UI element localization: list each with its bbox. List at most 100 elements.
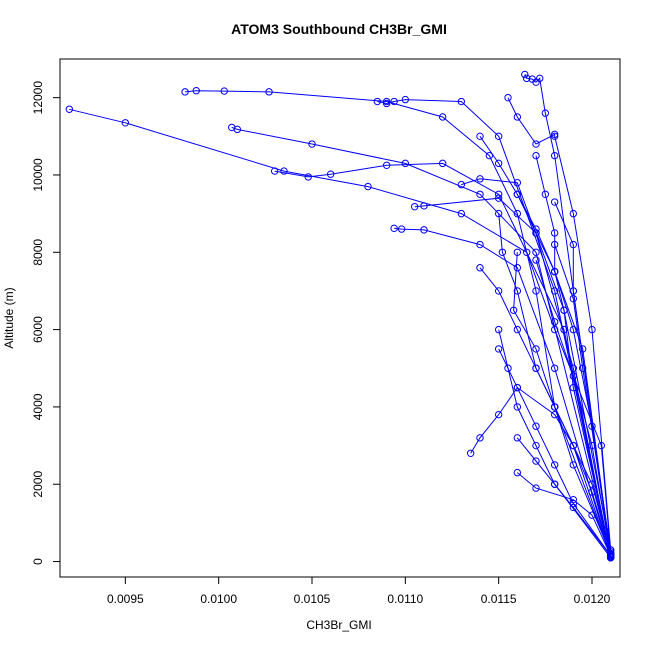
data-point (192, 86, 200, 95)
data-point (494, 287, 503, 295)
series-line (554, 201, 612, 554)
data-point (420, 202, 428, 210)
series-line (535, 259, 612, 556)
data-point (550, 410, 559, 419)
series-17 (532, 151, 615, 561)
data-point (280, 167, 288, 175)
data-point (541, 190, 550, 198)
data-point (550, 132, 559, 141)
data-point (532, 364, 540, 372)
data-point (513, 468, 522, 477)
series-line (507, 97, 612, 550)
data-point (265, 88, 273, 96)
data-point (373, 97, 382, 106)
data-point (304, 173, 312, 181)
series-12 (466, 383, 615, 560)
data-point (494, 159, 503, 168)
data-point (569, 441, 578, 450)
data-point (494, 190, 503, 198)
data-point (560, 306, 568, 314)
data-point (550, 403, 559, 411)
data-point (532, 422, 540, 430)
data-point (390, 97, 398, 106)
data-point (494, 345, 503, 353)
series-24 (550, 198, 615, 558)
data-point (476, 434, 484, 442)
data-point (569, 325, 578, 334)
data-point (513, 179, 522, 187)
data-point (532, 287, 540, 295)
data-point (606, 550, 615, 558)
series-4 (228, 123, 615, 559)
x-axis-label: CH3Br_GMI (306, 618, 371, 632)
data-point (532, 229, 540, 237)
data-point (532, 151, 540, 160)
data-point (513, 248, 522, 256)
data-point (466, 449, 475, 457)
series-line (498, 213, 612, 558)
series-line (516, 437, 612, 557)
data-point (569, 287, 578, 295)
data-point (550, 130, 559, 139)
y-tick-label: 4000 (31, 393, 45, 420)
series-13 (476, 264, 615, 558)
data-point (476, 264, 484, 272)
data-point (578, 364, 587, 372)
data-point (504, 364, 512, 372)
series-line (69, 108, 612, 554)
x-tick-label: 0.0115 (481, 592, 517, 606)
data-point (410, 202, 419, 211)
chart-title: ATOM3 Southbound CH3Br_GMI (231, 21, 447, 37)
data-point (550, 151, 559, 160)
data-point (382, 99, 391, 108)
data-point (382, 97, 391, 106)
data-point (550, 267, 559, 276)
data-point (513, 325, 522, 334)
data-point (494, 194, 503, 202)
data-point (532, 248, 540, 256)
series-line (535, 155, 612, 557)
data-point (532, 256, 540, 264)
data-point (513, 403, 522, 411)
data-point (494, 325, 503, 334)
data-point (513, 209, 522, 218)
data-point (382, 161, 391, 170)
data-point (181, 88, 189, 96)
data-point (569, 461, 578, 469)
data-point (457, 209, 466, 218)
data-point (513, 287, 522, 295)
series-16 (513, 190, 615, 560)
series-line (231, 126, 612, 555)
data-point (397, 225, 406, 233)
y-tick-label: 10000 (31, 158, 45, 192)
data-point (476, 240, 484, 249)
data-point (401, 159, 410, 168)
data-point (536, 74, 544, 83)
series-line (394, 227, 612, 558)
data-point (498, 248, 507, 256)
data-point (308, 140, 316, 148)
data-point (509, 306, 518, 314)
series-10 (504, 93, 615, 554)
data-point (65, 105, 74, 113)
data-point (550, 229, 559, 237)
data-point (438, 159, 447, 168)
data-point (532, 140, 540, 148)
y-tick-label: 6000 (31, 316, 45, 343)
data-point (494, 132, 503, 141)
x-tick-label: 0.0095 (107, 592, 144, 606)
data-point (569, 495, 578, 504)
series-20 (513, 468, 615, 560)
x-tick-label: 0.0100 (200, 592, 237, 606)
x-tick-label: 0.0105 (294, 592, 331, 606)
data-point (364, 182, 372, 191)
y-axis-label: Altitude (m) (2, 287, 16, 348)
series-2 (181, 86, 615, 560)
data-point (550, 198, 559, 206)
series-line (498, 348, 612, 554)
data-point (532, 484, 540, 492)
data-point (270, 167, 279, 175)
data-point (532, 345, 540, 353)
data-point (476, 190, 484, 198)
data-point (522, 74, 531, 83)
